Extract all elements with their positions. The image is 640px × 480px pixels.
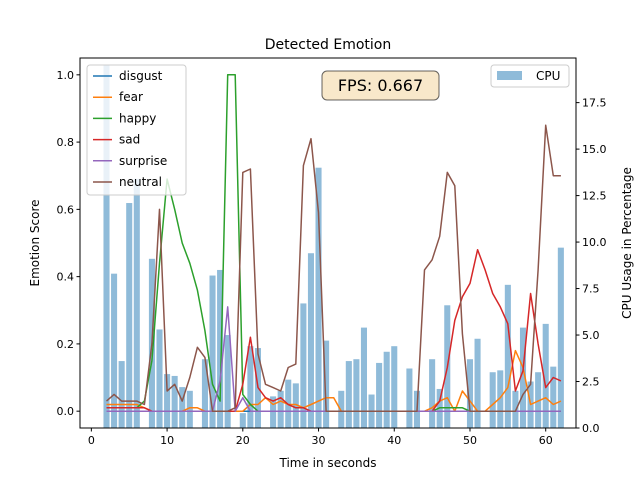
cpu-bar — [126, 203, 133, 428]
plot-frame — [79, 57, 577, 429]
y-tick-label: 0.0 — [57, 405, 75, 418]
y2-tick-label: 5.0 — [582, 329, 600, 342]
cpu-bar — [550, 366, 557, 428]
x-tick-label: 20 — [236, 434, 250, 447]
legend-label-sad: sad — [119, 133, 140, 147]
y2-tick-label: 12.5 — [582, 190, 607, 203]
legend-label-fear: fear — [119, 90, 143, 104]
legend-frame — [490, 64, 570, 88]
cpu-bar — [489, 372, 496, 428]
y-tick-label: 0.2 — [57, 338, 75, 351]
y-tick-label: 0.6 — [57, 203, 75, 216]
cpu-bar — [239, 413, 246, 428]
cpu-bar — [270, 396, 277, 428]
y2-tick-label: 2.5 — [582, 376, 600, 389]
cpu-bar — [376, 362, 383, 428]
cpu-bar — [504, 284, 511, 428]
cpu-bar — [429, 359, 436, 428]
x-axis-label: Time in seconds — [279, 456, 377, 470]
cpu-bar — [118, 361, 125, 428]
cpu-bar — [217, 269, 224, 428]
y2-tick-label: 7.5 — [582, 283, 600, 296]
legend-right: CPU — [490, 64, 570, 88]
cpu-bar — [111, 273, 118, 428]
y-tick-label: 1.0 — [57, 69, 75, 82]
x-axis-ticks: 0 10 20 30 40 50 60 — [88, 428, 553, 447]
legend-label-cpu: CPU — [536, 69, 560, 83]
cpu-bar — [164, 374, 171, 428]
y-tick-label: 0.8 — [57, 136, 75, 149]
y-tick-label: 0.4 — [57, 271, 75, 284]
chart-title: Detected Emotion — [265, 37, 392, 53]
y2-tick-label: 0.0 — [582, 422, 600, 435]
y2-tick-label: 10.0 — [582, 236, 607, 249]
x-tick-label: 60 — [539, 434, 553, 447]
cpu-bar — [209, 275, 216, 428]
fps-label: FPS: 0.667 — [338, 76, 423, 95]
y-axis-label: Emotion Score — [28, 199, 42, 286]
cpu-bar — [406, 368, 413, 428]
cpu-bar — [156, 329, 163, 428]
cpu-bar — [383, 351, 390, 428]
legend-left: disgust fear happy sad surprise neutral — [86, 64, 187, 196]
x-tick-label: 0 — [88, 434, 95, 447]
legend-label-disgust: disgust — [119, 69, 163, 83]
y2-tick-label: 15.0 — [582, 143, 607, 156]
emotion-lines — [106, 74, 562, 412]
cpu-bar — [474, 338, 481, 428]
y2-tick-label: 17.5 — [582, 97, 607, 110]
cpu-bar — [201, 359, 208, 428]
legend-label-surprise: surprise — [119, 154, 167, 168]
cpu-bar — [103, 65, 110, 428]
cpu-bar — [466, 359, 474, 428]
y2-axis-label: CPU Usage in Percentage — [620, 167, 634, 319]
cpu-bar — [338, 390, 345, 428]
cpu-bar — [353, 359, 360, 428]
y-axis-ticks: 0.0 0.2 0.4 0.6 0.8 1.0 — [57, 69, 80, 418]
cpu-bar — [307, 253, 314, 428]
cpu-bar — [360, 327, 367, 428]
cpu-bar — [345, 361, 352, 428]
legend-swatch-cpu — [497, 71, 522, 80]
fps-annotation: FPS: 0.667 — [321, 70, 440, 101]
cpu-bar — [542, 323, 549, 428]
cpu-bar — [391, 346, 398, 428]
cpu-bar — [292, 383, 299, 428]
x-tick-label: 10 — [160, 434, 174, 447]
cpu-bar — [179, 387, 186, 428]
series-line-neutral — [106, 124, 561, 412]
y2-axis-ticks: 0.0 2.5 5.0 7.5 10.0 12.5 15.0 17.5 — [576, 97, 607, 435]
cpu-bar — [323, 340, 330, 428]
cpu-bar — [535, 372, 542, 428]
x-tick-label: 30 — [312, 434, 326, 447]
cpu-bar — [247, 346, 254, 428]
cpu-bar — [519, 327, 527, 428]
cpu-bar — [224, 335, 231, 428]
x-tick-label: 40 — [387, 434, 401, 447]
cpu-bar — [300, 303, 307, 428]
x-tick-label: 50 — [463, 434, 477, 447]
cpu-bar — [133, 178, 140, 428]
cpu-bar — [277, 390, 284, 428]
fps-box — [321, 70, 440, 101]
cpu-bar — [557, 247, 564, 428]
cpu-bar — [497, 370, 504, 428]
cpu-bar — [315, 167, 322, 428]
legend-label-happy: happy — [119, 111, 156, 125]
cpu-bar — [186, 390, 193, 428]
legend-label-neutral: neutral — [119, 175, 162, 189]
cpu-bar — [171, 375, 178, 428]
